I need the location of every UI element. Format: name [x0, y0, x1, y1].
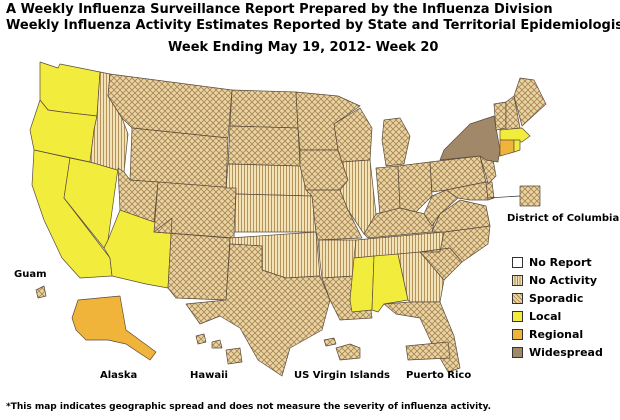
legend-label: No Report: [529, 255, 592, 269]
state-michigan[interactable]: [381, 117, 411, 167]
legend-item-no-activity: No Activity: [512, 271, 603, 289]
state-utah[interactable]: [117, 167, 159, 223]
territory-guam[interactable]: [35, 285, 47, 299]
state-texas[interactable]: [185, 243, 331, 377]
label-guam: Guam: [14, 269, 47, 280]
state-indiana[interactable]: [375, 165, 401, 217]
label-dc: District of Columbia: [507, 213, 620, 224]
state-illinois[interactable]: [339, 159, 377, 235]
legend-item-local: Local: [512, 307, 603, 325]
report-subtitle: Weekly Influenza Activity Estimates Repo…: [6, 18, 620, 33]
legend-label: No Activity: [529, 273, 598, 287]
legend-label: Widespread: [529, 345, 603, 359]
label-hawaii: Hawaii: [190, 370, 228, 381]
state-mississippi[interactable]: [349, 255, 375, 313]
state-north-dakota[interactable]: [229, 89, 299, 129]
legend-item-widespread: Widespread: [512, 343, 603, 361]
footnote: *This map indicates geographic spread an…: [6, 402, 492, 412]
state-maine[interactable]: [513, 77, 547, 127]
territory-puerto-rico[interactable]: [405, 341, 451, 361]
state-maryland[interactable]: [445, 181, 489, 201]
report-title: A Weekly Influenza Surveillance Report P…: [6, 2, 553, 17]
legend-item-regional: Regional: [512, 325, 603, 343]
state-kansas[interactable]: [233, 193, 317, 233]
dc-pointer-line: [487, 195, 521, 199]
legend-item-no-report: No Report: [512, 253, 603, 271]
state-connecticut[interactable]: [499, 139, 515, 157]
legend-label: Regional: [529, 327, 584, 341]
legend-item-sporadic: Sporadic: [512, 289, 603, 307]
state-wyoming[interactable]: [129, 127, 229, 189]
swatch-sporadic: [512, 292, 523, 304]
state-florida[interactable]: [383, 301, 461, 373]
week-label: Week Ending May 19, 2012- Week 20: [168, 40, 439, 55]
label-usvi: US Virgin Islands: [294, 370, 390, 381]
legend-label: Local: [529, 309, 562, 323]
state-hawaii[interactable]: [195, 333, 243, 365]
state-nebraska[interactable]: [225, 163, 313, 197]
legend-label: Sporadic: [529, 291, 584, 305]
state-new-york[interactable]: [439, 115, 501, 163]
state-alaska[interactable]: [71, 295, 157, 361]
swatch-local: [512, 310, 523, 322]
label-puerto-rico: Puerto Rico: [406, 370, 472, 381]
state-washington[interactable]: [39, 61, 101, 117]
state-montana[interactable]: [107, 73, 233, 139]
state-vermont[interactable]: [493, 101, 507, 131]
swatch-no-activity: [512, 274, 523, 286]
state-arkansas[interactable]: [317, 239, 357, 279]
dc-inset-box[interactable]: [519, 185, 541, 207]
swatch-regional: [512, 328, 523, 340]
territory-us-virgin-islands[interactable]: [323, 337, 361, 361]
state-south-dakota[interactable]: [227, 125, 301, 167]
state-massachusetts[interactable]: [499, 127, 531, 143]
state-rhode-island[interactable]: [513, 139, 521, 153]
state-ohio[interactable]: [397, 161, 433, 213]
label-alaska: Alaska: [100, 370, 138, 381]
swatch-widespread: [512, 346, 523, 358]
legend: No Report No Activity Sporadic Local Reg…: [512, 253, 603, 361]
swatch-no-report: [512, 256, 523, 268]
